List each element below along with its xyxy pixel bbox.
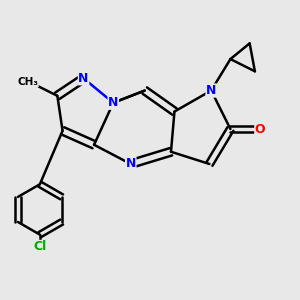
Text: CH₃: CH₃ <box>17 77 38 87</box>
Text: Cl: Cl <box>33 240 46 254</box>
Text: O: O <box>255 122 266 136</box>
Text: N: N <box>108 96 119 109</box>
Text: N: N <box>126 158 136 170</box>
Text: N: N <box>78 72 89 85</box>
Text: N: N <box>206 84 216 97</box>
